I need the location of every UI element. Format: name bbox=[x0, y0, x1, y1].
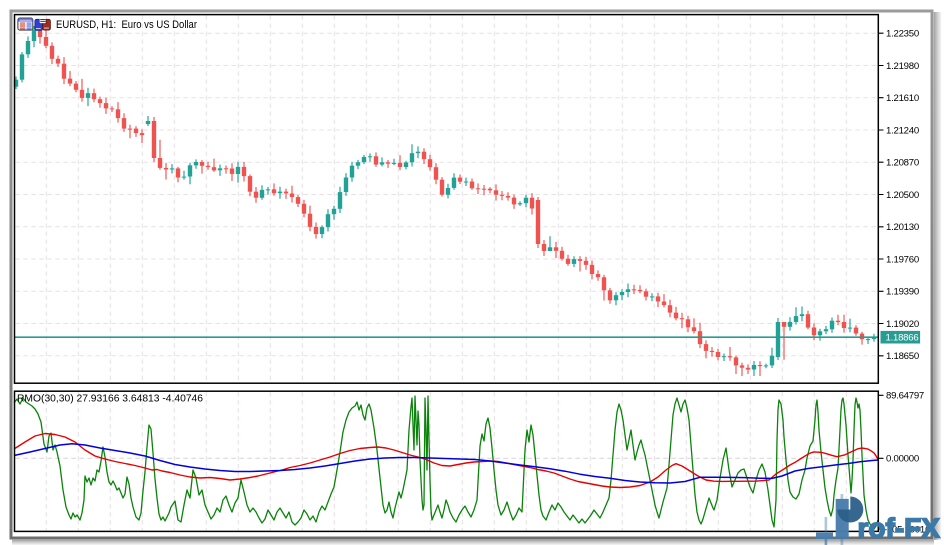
svg-text:rof-FX: rof-FX bbox=[858, 513, 941, 544]
svg-text:1.19760: 1.19760 bbox=[886, 254, 919, 265]
svg-text:1.20500: 1.20500 bbox=[886, 190, 919, 201]
svg-text:1.18650: 1.18650 bbox=[886, 351, 919, 362]
svg-text:1.19390: 1.19390 bbox=[886, 287, 919, 298]
svg-text:1.22350: 1.22350 bbox=[886, 29, 919, 40]
svg-text:-105.29016: -105.29016 bbox=[884, 524, 930, 535]
svg-text:89.64797: 89.64797 bbox=[886, 391, 924, 402]
svg-text:1.20130: 1.20130 bbox=[886, 222, 919, 233]
svg-text:EURUSD, H1: Euro vs US Dollar: EURUSD, H1: Euro vs US Dollar bbox=[56, 19, 197, 31]
svg-text:1.18866: 1.18866 bbox=[886, 333, 919, 344]
svg-text:1.21980: 1.21980 bbox=[886, 61, 919, 72]
svg-text:RMO(30,30) 27.93166 3.64813 -4: RMO(30,30) 27.93166 3.64813 -4.40746 bbox=[17, 392, 203, 404]
svg-text:1.21610: 1.21610 bbox=[886, 93, 919, 104]
svg-text:1.19020: 1.19020 bbox=[886, 319, 919, 330]
svg-text:0.00000: 0.00000 bbox=[886, 454, 919, 465]
svg-text:1.21240: 1.21240 bbox=[886, 125, 919, 136]
svg-text:1.20870: 1.20870 bbox=[886, 158, 919, 169]
